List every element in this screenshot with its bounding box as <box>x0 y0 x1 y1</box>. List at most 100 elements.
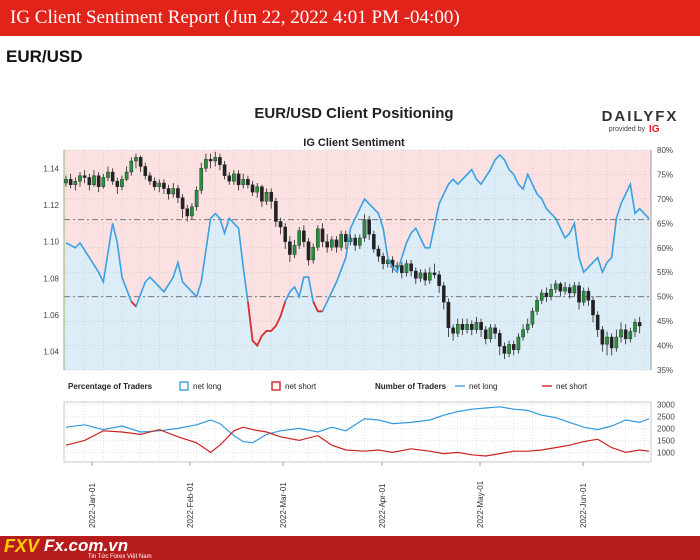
candle <box>232 173 236 182</box>
right-axis-tick: 60% <box>657 244 673 253</box>
candle <box>129 160 134 173</box>
right-axis-tick: 50% <box>657 293 673 302</box>
candle <box>362 219 367 239</box>
candle <box>488 327 493 340</box>
candle <box>633 322 637 332</box>
legend-label: net short <box>556 382 588 391</box>
left-axis-tick: 1.04 <box>43 348 59 357</box>
candle <box>572 285 577 294</box>
candle <box>605 336 609 345</box>
candle <box>260 186 264 202</box>
candle <box>101 177 106 187</box>
candle <box>166 188 171 195</box>
candle <box>586 290 591 301</box>
candle <box>87 177 92 186</box>
x-axis-tick: 2022-Jun-01 <box>579 483 588 528</box>
sub-axis-tick: 1500 <box>657 436 675 445</box>
candle <box>521 329 525 338</box>
candle <box>581 290 586 303</box>
candle <box>208 158 213 162</box>
candle <box>376 248 381 257</box>
net-short-dominant-segment <box>312 301 323 313</box>
candle <box>339 234 343 248</box>
candle <box>218 157 222 165</box>
right-axis-tick: 75% <box>657 170 673 179</box>
x-axis-tick: 2022-Jan-01 <box>88 483 97 528</box>
candle <box>591 300 595 316</box>
candle <box>516 336 521 351</box>
sub-axis-tick: 2500 <box>657 412 675 421</box>
candle <box>306 241 311 261</box>
candle <box>157 182 162 187</box>
candle <box>530 311 535 325</box>
candle <box>213 157 218 162</box>
candle <box>577 285 581 303</box>
candle <box>162 182 166 189</box>
candle <box>367 219 371 235</box>
left-axis-tick: 1.14 <box>43 164 59 173</box>
candle <box>535 300 539 312</box>
candle <box>497 333 502 347</box>
sub-axis-tick: 2000 <box>657 424 675 433</box>
candle <box>567 287 572 294</box>
x-axis-tick: 2022-Mar-01 <box>279 482 288 528</box>
candle <box>549 289 553 297</box>
candle <box>414 270 418 279</box>
left-axis-tick: 1.10 <box>43 238 59 247</box>
candle <box>460 323 465 330</box>
watermark-subtitle: Tin Tức Forex Việt Nam <box>88 554 152 560</box>
candle <box>479 322 483 330</box>
legend-swatch <box>179 381 189 391</box>
x-axis-tick: 2022-Apr-01 <box>378 483 387 528</box>
candle <box>418 272 423 279</box>
candle <box>185 208 190 217</box>
candle <box>469 323 474 330</box>
candle <box>544 292 549 297</box>
right-axis-tick: 80% <box>657 146 673 155</box>
candle <box>455 323 460 334</box>
candle <box>474 322 479 330</box>
candle <box>325 241 329 248</box>
legend-label: net short <box>285 382 317 391</box>
candle <box>194 190 199 208</box>
candle <box>124 171 129 180</box>
candle <box>115 180 120 187</box>
candle <box>437 274 441 286</box>
candle <box>334 239 339 248</box>
candle <box>82 175 87 178</box>
candle <box>236 173 241 186</box>
candle <box>372 234 376 250</box>
candle <box>511 344 516 351</box>
candle <box>269 191 274 202</box>
fxv-logo: FXV <box>4 536 40 556</box>
candle <box>465 323 469 330</box>
watermark-site: Fx.com.vn <box>44 536 129 555</box>
candle <box>204 158 208 169</box>
net-long-traders-line <box>65 406 650 444</box>
chart-subtitle: IG Client Sentiment <box>303 137 405 149</box>
candle <box>525 323 530 330</box>
candle <box>619 329 623 338</box>
chart-title: EUR/USD Client Positioning <box>254 105 453 122</box>
candle <box>134 157 138 162</box>
x-axis: 2022-Jan-01 2022-Feb-01 2022-Mar-01 2022-Ap… <box>88 462 588 528</box>
candle <box>227 175 232 182</box>
net-long-area <box>64 154 651 370</box>
legend-label: net long <box>469 382 497 391</box>
ig-logo: IG <box>649 124 660 135</box>
candle <box>96 175 101 187</box>
net-short-dominant-segment <box>130 300 137 308</box>
candle <box>628 331 633 340</box>
net-long-pct-line <box>65 153 650 347</box>
net-short-dominant-segment <box>247 301 287 348</box>
header-bar: IG Client Sentiment Report (Jun 22, 2022… <box>0 0 700 36</box>
candle <box>316 228 320 248</box>
candle <box>199 168 204 191</box>
sub-axis-tick: 3000 <box>657 400 675 409</box>
candle <box>493 327 497 334</box>
candle <box>264 191 269 202</box>
legend-label: net long <box>193 382 221 391</box>
candle <box>446 301 451 329</box>
candle <box>451 327 455 334</box>
